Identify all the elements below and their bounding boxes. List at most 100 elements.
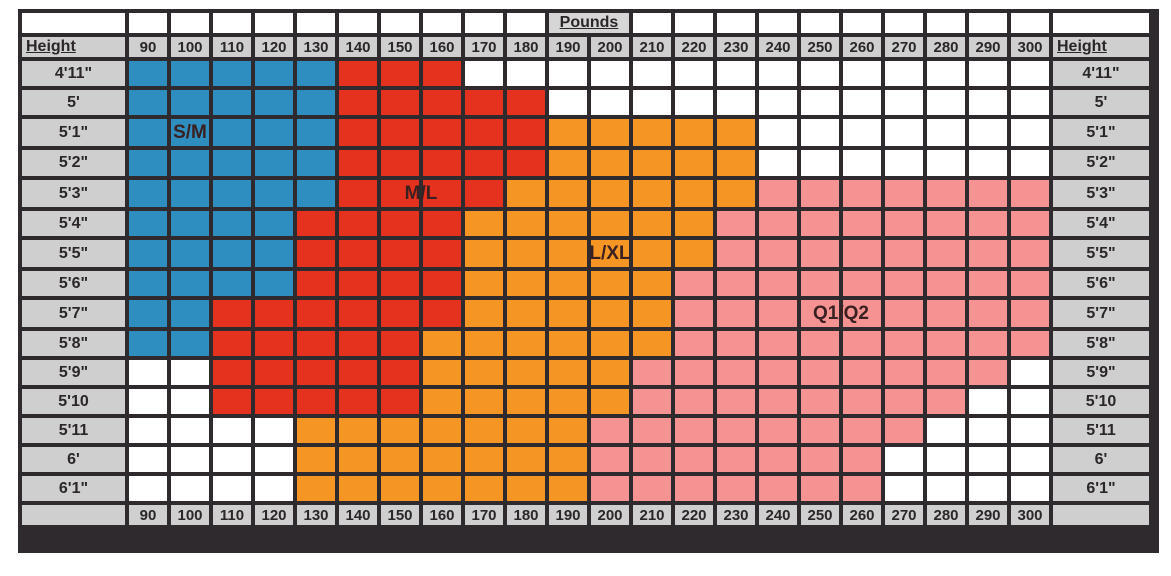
size-cell [885,389,923,414]
size-cell [885,150,923,176]
size-cell [843,240,881,267]
top-blank-cell [381,13,419,33]
size-cell [255,331,293,356]
size-cell [885,211,923,236]
weight-tick-top: 230 [717,37,755,57]
weight-tick-top: 180 [507,37,545,57]
size-cell [843,447,881,472]
weight-tick-top: 90 [129,37,167,57]
size-zone-label: L/XL [589,242,631,264]
size-cell [927,389,965,414]
weight-tick-bottom: 280 [927,505,965,525]
height-label-right: 5'1" [1053,119,1149,146]
size-cell [255,150,293,176]
size-cell [801,119,839,146]
size-cell [507,360,545,385]
top-left-blank [22,13,125,33]
size-cell [843,180,881,207]
size-cell [927,271,965,296]
size-cell [255,360,293,385]
size-cell [969,61,1007,86]
size-cell [297,389,335,414]
size-cell [213,360,251,385]
size-cell [927,360,965,385]
top-blank-cell [507,13,545,33]
height-label-left: 5'9" [22,360,125,385]
height-label-left: 5'2" [22,150,125,176]
size-cell [213,389,251,414]
size-cell [465,240,503,267]
size-cell [843,418,881,443]
size-cell [171,211,209,236]
size-cell [759,90,797,115]
weight-tick-top: 160 [423,37,461,57]
size-cell [297,476,335,501]
size-cell [1011,90,1049,115]
weight-tick-bottom: 260 [843,505,881,525]
pounds-header: Pounds [549,13,629,33]
weight-tick-top: 300 [1011,37,1049,57]
top-blank-cell [927,13,965,33]
size-cell [801,150,839,176]
size-cell [465,476,503,501]
size-cell [675,150,713,176]
size-cell [717,90,755,115]
size-cell [717,447,755,472]
size-cell [255,61,293,86]
size-cell [591,90,629,115]
weight-tick-top: 240 [759,37,797,57]
size-cell [423,61,461,86]
size-cell [129,180,167,207]
size-cell [717,180,755,207]
size-cell [675,240,713,267]
size-cell [759,180,797,207]
size-cell [969,119,1007,146]
size-cell [171,418,209,443]
size-cell [549,180,587,207]
size-cell [423,180,461,207]
size-cell [633,476,671,501]
size-cell [717,150,755,176]
weight-tick-bottom: 240 [759,505,797,525]
top-blank-cell [339,13,377,33]
size-cell [675,211,713,236]
size-cell [129,61,167,86]
size-cell [507,476,545,501]
size-cell [1011,447,1049,472]
size-cell [1011,180,1049,207]
size-cell [129,389,167,414]
size-cell [759,418,797,443]
height-label-left: 5'10 [22,389,125,414]
size-cell [927,61,965,86]
size-cell [465,447,503,472]
size-cell [381,300,419,327]
size-cell [1011,476,1049,501]
size-cell [297,180,335,207]
size-cell [927,331,965,356]
size-cell [675,447,713,472]
bottom-left-blank [22,505,125,525]
size-cell [423,418,461,443]
size-cell [423,331,461,356]
size-cell [381,331,419,356]
size-cell [549,61,587,86]
size-cell [759,211,797,236]
size-cell [759,271,797,296]
size-cell [465,90,503,115]
size-cell [297,360,335,385]
size-cell [381,271,419,296]
top-blank-cell [885,13,923,33]
weight-tick-bottom: 300 [1011,505,1049,525]
top-blank-cell [465,13,503,33]
size-cell [255,271,293,296]
size-cell [213,300,251,327]
size-cell [717,300,755,327]
size-cell [213,211,251,236]
height-label-left: 5'4" [22,211,125,236]
weight-tick-bottom: 270 [885,505,923,525]
size-cell [843,119,881,146]
top-blank-cell [759,13,797,33]
height-label-right: 4'11" [1053,61,1149,86]
height-label-left: 6' [22,447,125,472]
weight-tick-bottom: 90 [129,505,167,525]
